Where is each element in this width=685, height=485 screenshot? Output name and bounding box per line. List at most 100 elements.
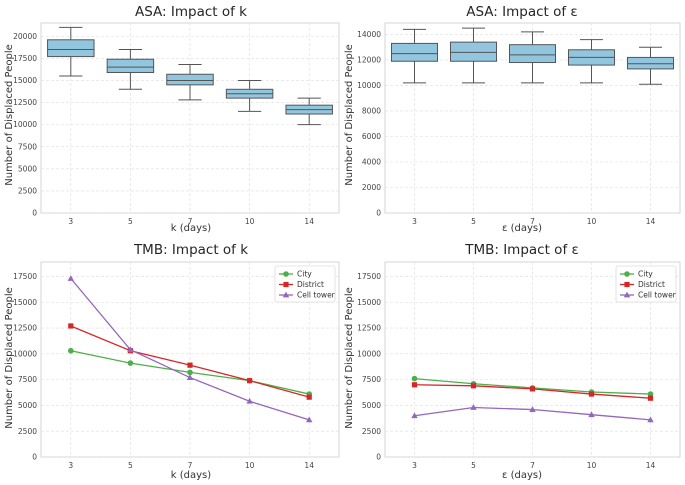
box-3 [47, 26, 95, 77]
legend-label: City [638, 270, 653, 279]
y-tick-label: 17500 [13, 54, 37, 63]
data-point [588, 391, 595, 397]
iqr-box [47, 39, 95, 58]
y-tick-label: 5000 [18, 164, 37, 173]
box-3 [390, 28, 439, 84]
x-tick-label: 10 [245, 461, 255, 470]
plot-area: 0 2500 5000 7500 10000 12500 15000 17500 3 5 7 10 14… [357, 261, 681, 470]
data-point [470, 404, 477, 410]
data-point [67, 275, 74, 281]
y-tick-label: 0 [32, 453, 37, 462]
y-tick-label: 7500 [362, 375, 381, 384]
legend-label: Cell tower [297, 291, 336, 300]
chart-title: TMB: Impact of ε [464, 242, 579, 258]
x-tick-label: 5 [471, 461, 476, 470]
legend-marker [282, 291, 290, 298]
data-point [68, 347, 74, 354]
data-point [529, 386, 536, 392]
y-axis-label: Number of Displaced People [344, 287, 355, 429]
legend-label: District [297, 280, 324, 289]
iqr-box [449, 41, 498, 62]
data-point [187, 369, 193, 376]
y-axis-label: Number of Displaced People [344, 44, 355, 186]
chart-title: ASA: Impact of ε [466, 4, 577, 20]
plot-area: 0 2500 5000 7500 10000 12500 15000 17500 3 5 7 10 14… [13, 261, 340, 470]
x-tick-label: 10 [587, 461, 597, 470]
x-axis-label: k (days) [171, 223, 211, 234]
data-point [411, 375, 418, 382]
y-tick-label: 12500 [357, 324, 381, 333]
data-point [588, 411, 595, 418]
y-tick-label: 7500 [18, 142, 37, 151]
y-tick-label: 15000 [13, 298, 37, 307]
y-tick-label: 5000 [18, 401, 37, 410]
legend-label: District [638, 280, 665, 289]
data-point [647, 416, 654, 423]
y-tick-label: 8000 [362, 107, 381, 116]
x-tick-label: 14 [646, 217, 656, 226]
iqr-box [106, 58, 155, 73]
x-tick-label: 5 [471, 217, 476, 226]
y-tick-label: 10000 [357, 81, 381, 90]
legend-marker [283, 271, 289, 277]
data-point [470, 383, 477, 389]
y-tick-label: 7500 [18, 375, 37, 384]
data-point [127, 346, 134, 353]
iqr-box [626, 56, 675, 70]
legend-label: City [297, 270, 312, 279]
x-axis-label: k (days) [171, 470, 211, 481]
data-point [68, 323, 74, 329]
box-10 [567, 39, 616, 84]
y-tick-label: 4000 [362, 158, 381, 167]
x-tick-label: 10 [245, 217, 255, 226]
x-axis-label: ε (days) [502, 223, 542, 234]
y-tick-label: 2500 [18, 427, 37, 436]
y-tick-label: 20000 [13, 32, 37, 41]
box-14 [285, 97, 333, 126]
data-point [647, 391, 654, 397]
y-axis-label: Number of Displaced People [4, 44, 15, 186]
y-tick-label: 15000 [13, 76, 37, 85]
plot-area: 0 2000 4000 6000 8000 10000 12000 14000 3 5 7 10 14 [357, 22, 681, 226]
legend-marker [623, 291, 631, 298]
x-tick-label: 14 [304, 461, 314, 470]
x-tick-label: 5 [128, 461, 133, 470]
y-tick-label: 17500 [357, 272, 381, 281]
data-point [306, 394, 312, 400]
box-14 [626, 46, 675, 85]
panel-tmb-eps: TMB: Impact of ε ε (days) Number of Disp… [344, 242, 681, 481]
legend-marker [624, 271, 630, 277]
x-tick-label: 3 [68, 217, 73, 226]
iqr-box [166, 73, 214, 86]
y-tick-label: 6000 [362, 132, 381, 141]
box-5 [106, 49, 155, 90]
x-tick-label: 3 [68, 461, 73, 470]
legend-frame [274, 265, 336, 303]
chart-title: ASA: Impact of k [135, 4, 247, 20]
series-cell-tower [411, 404, 654, 423]
x-tick-label: 7 [530, 461, 535, 470]
data-point [411, 382, 418, 388]
box-7 [508, 31, 557, 84]
y-tick-label: 14000 [357, 30, 381, 39]
panel-asa-k: ASA: Impact of k k (days) Number of Disp… [4, 4, 340, 234]
data-point [187, 362, 193, 368]
x-tick-label: 7 [188, 217, 193, 226]
y-tick-label: 12500 [13, 98, 37, 107]
legend-frame [615, 265, 677, 303]
x-tick-label: 7 [188, 461, 193, 470]
data-point [647, 395, 654, 401]
y-tick-label: 0 [376, 209, 381, 218]
y-tick-label: 0 [32, 209, 37, 218]
x-tick-label: 5 [128, 217, 133, 226]
x-tick-label: 10 [587, 217, 597, 226]
x-tick-label: 3 [412, 461, 417, 470]
x-axis-label: ε (days) [502, 470, 542, 481]
y-tick-label: 2500 [18, 187, 37, 196]
y-axis-label: Number of Displaced People [4, 287, 15, 429]
y-tick-label: 10000 [13, 120, 37, 129]
panel-asa-eps: ASA: Impact of ε ε (days) Number of Disp… [344, 4, 681, 234]
x-tick-label: 14 [646, 461, 656, 470]
data-point [246, 397, 253, 404]
